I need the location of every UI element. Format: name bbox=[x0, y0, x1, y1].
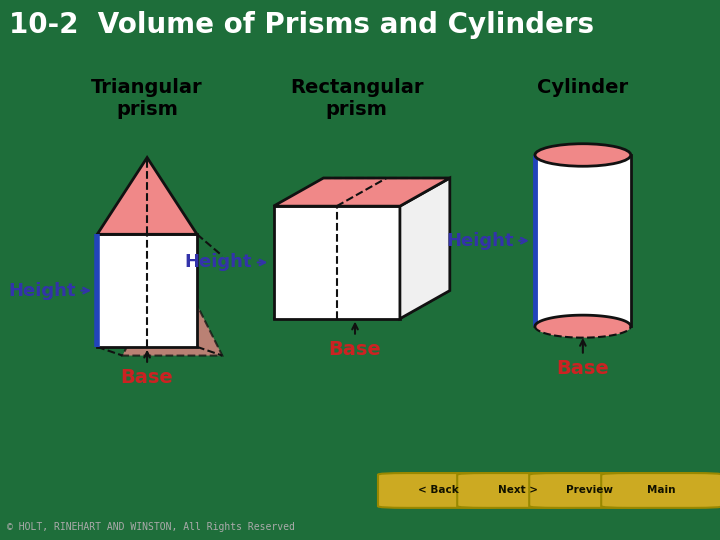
FancyBboxPatch shape bbox=[529, 473, 650, 508]
Text: © HOLT, RINEHART AND WINSTON, All Rights Reserved: © HOLT, RINEHART AND WINSTON, All Rights… bbox=[7, 522, 295, 532]
Text: Base: Base bbox=[328, 340, 382, 359]
Text: Base: Base bbox=[121, 368, 174, 387]
Polygon shape bbox=[274, 291, 450, 319]
Polygon shape bbox=[274, 178, 450, 206]
Text: 10-2  Volume of Prisms and Cylinders: 10-2 Volume of Prisms and Cylinders bbox=[9, 11, 594, 39]
Text: < Back: < Back bbox=[418, 485, 459, 495]
Polygon shape bbox=[122, 256, 222, 355]
Polygon shape bbox=[274, 206, 400, 319]
Text: Height: Height bbox=[446, 232, 513, 249]
Text: Next >: Next > bbox=[498, 485, 538, 495]
Text: Rectangular
prism: Rectangular prism bbox=[290, 78, 423, 119]
Text: Preview: Preview bbox=[566, 485, 613, 495]
Polygon shape bbox=[400, 178, 450, 319]
FancyBboxPatch shape bbox=[457, 473, 578, 508]
Polygon shape bbox=[97, 158, 197, 234]
Text: Cylinder: Cylinder bbox=[537, 78, 629, 97]
Polygon shape bbox=[97, 234, 197, 347]
Ellipse shape bbox=[535, 315, 631, 338]
Text: Triangular
prism: Triangular prism bbox=[91, 78, 203, 119]
FancyBboxPatch shape bbox=[601, 473, 720, 508]
Bar bbox=[535, 155, 631, 326]
Text: Main: Main bbox=[647, 485, 676, 495]
Text: Base: Base bbox=[557, 359, 609, 378]
Text: Height: Height bbox=[185, 253, 252, 272]
FancyBboxPatch shape bbox=[378, 473, 499, 508]
Text: Height: Height bbox=[9, 281, 76, 300]
Ellipse shape bbox=[535, 144, 631, 166]
